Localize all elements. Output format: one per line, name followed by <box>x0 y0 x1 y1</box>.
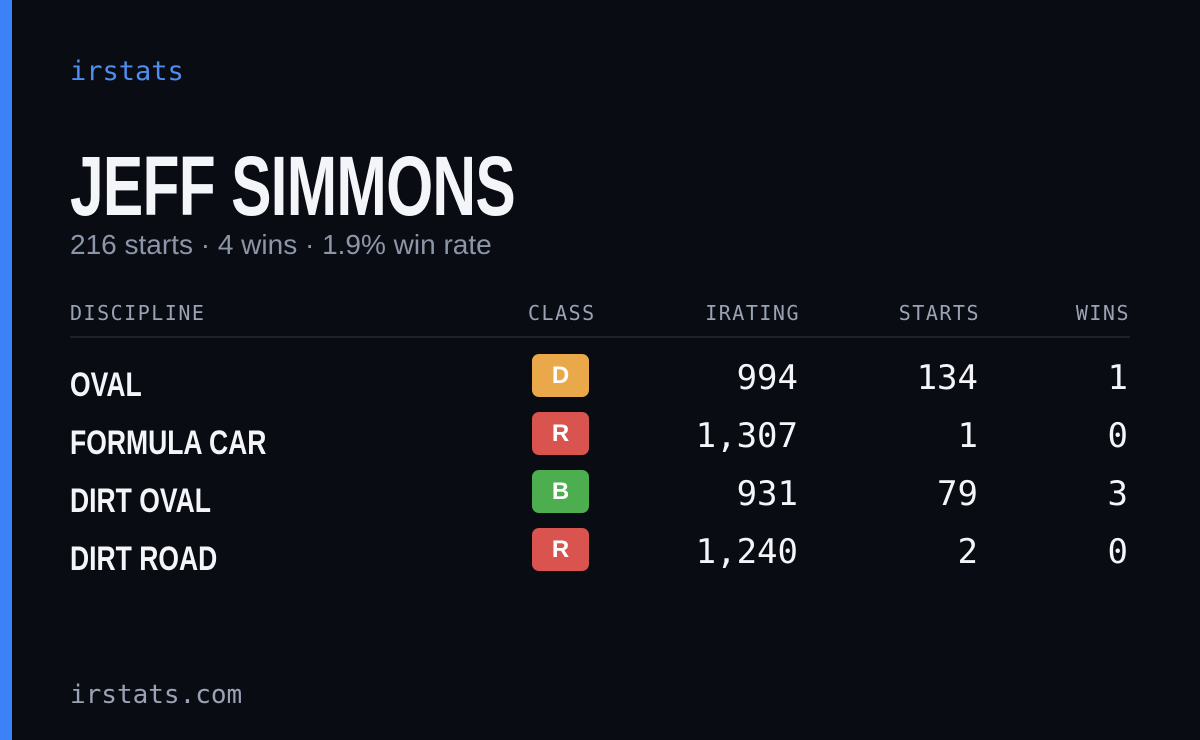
accent-stripe <box>0 0 12 740</box>
irating: 994 <box>736 358 798 398</box>
starts: 1 <box>957 416 978 456</box>
wins: 3 <box>1107 474 1128 514</box>
column-header: DISCIPLINE <box>70 301 206 325</box>
column-header: STARTS <box>898 301 980 325</box>
discipline: DIRT ROAD <box>70 540 218 578</box>
starts: 2 <box>957 532 978 572</box>
irating: 1,307 <box>695 416 798 456</box>
class-badge: R <box>532 412 589 455</box>
driver-name: JEFF SIMMONS <box>70 139 516 233</box>
discipline: OVAL <box>70 366 142 404</box>
discipline: FORMULA CAR <box>70 424 267 462</box>
irating: 931 <box>736 474 798 514</box>
class-badge: D <box>532 354 589 397</box>
brand: irstats <box>70 56 184 87</box>
starts: 134 <box>916 358 978 398</box>
summary: 216 starts · 4 wins · 1.9% win rate <box>70 229 492 260</box>
irating: 1,240 <box>695 532 798 572</box>
discipline: DIRT OVAL <box>70 482 211 520</box>
wins: 0 <box>1107 416 1128 456</box>
wins: 1 <box>1107 358 1128 398</box>
wins: 0 <box>1107 532 1128 572</box>
column-header: CLASS <box>528 301 596 325</box>
class-badge: R <box>532 528 589 571</box>
footer: irstats.com <box>70 680 243 710</box>
starts: 79 <box>937 474 978 514</box>
column-header: IRATING <box>705 301 800 325</box>
column-header: WINS <box>1075 301 1130 325</box>
class-badge: B <box>532 470 589 513</box>
header-rule <box>70 336 1130 338</box>
